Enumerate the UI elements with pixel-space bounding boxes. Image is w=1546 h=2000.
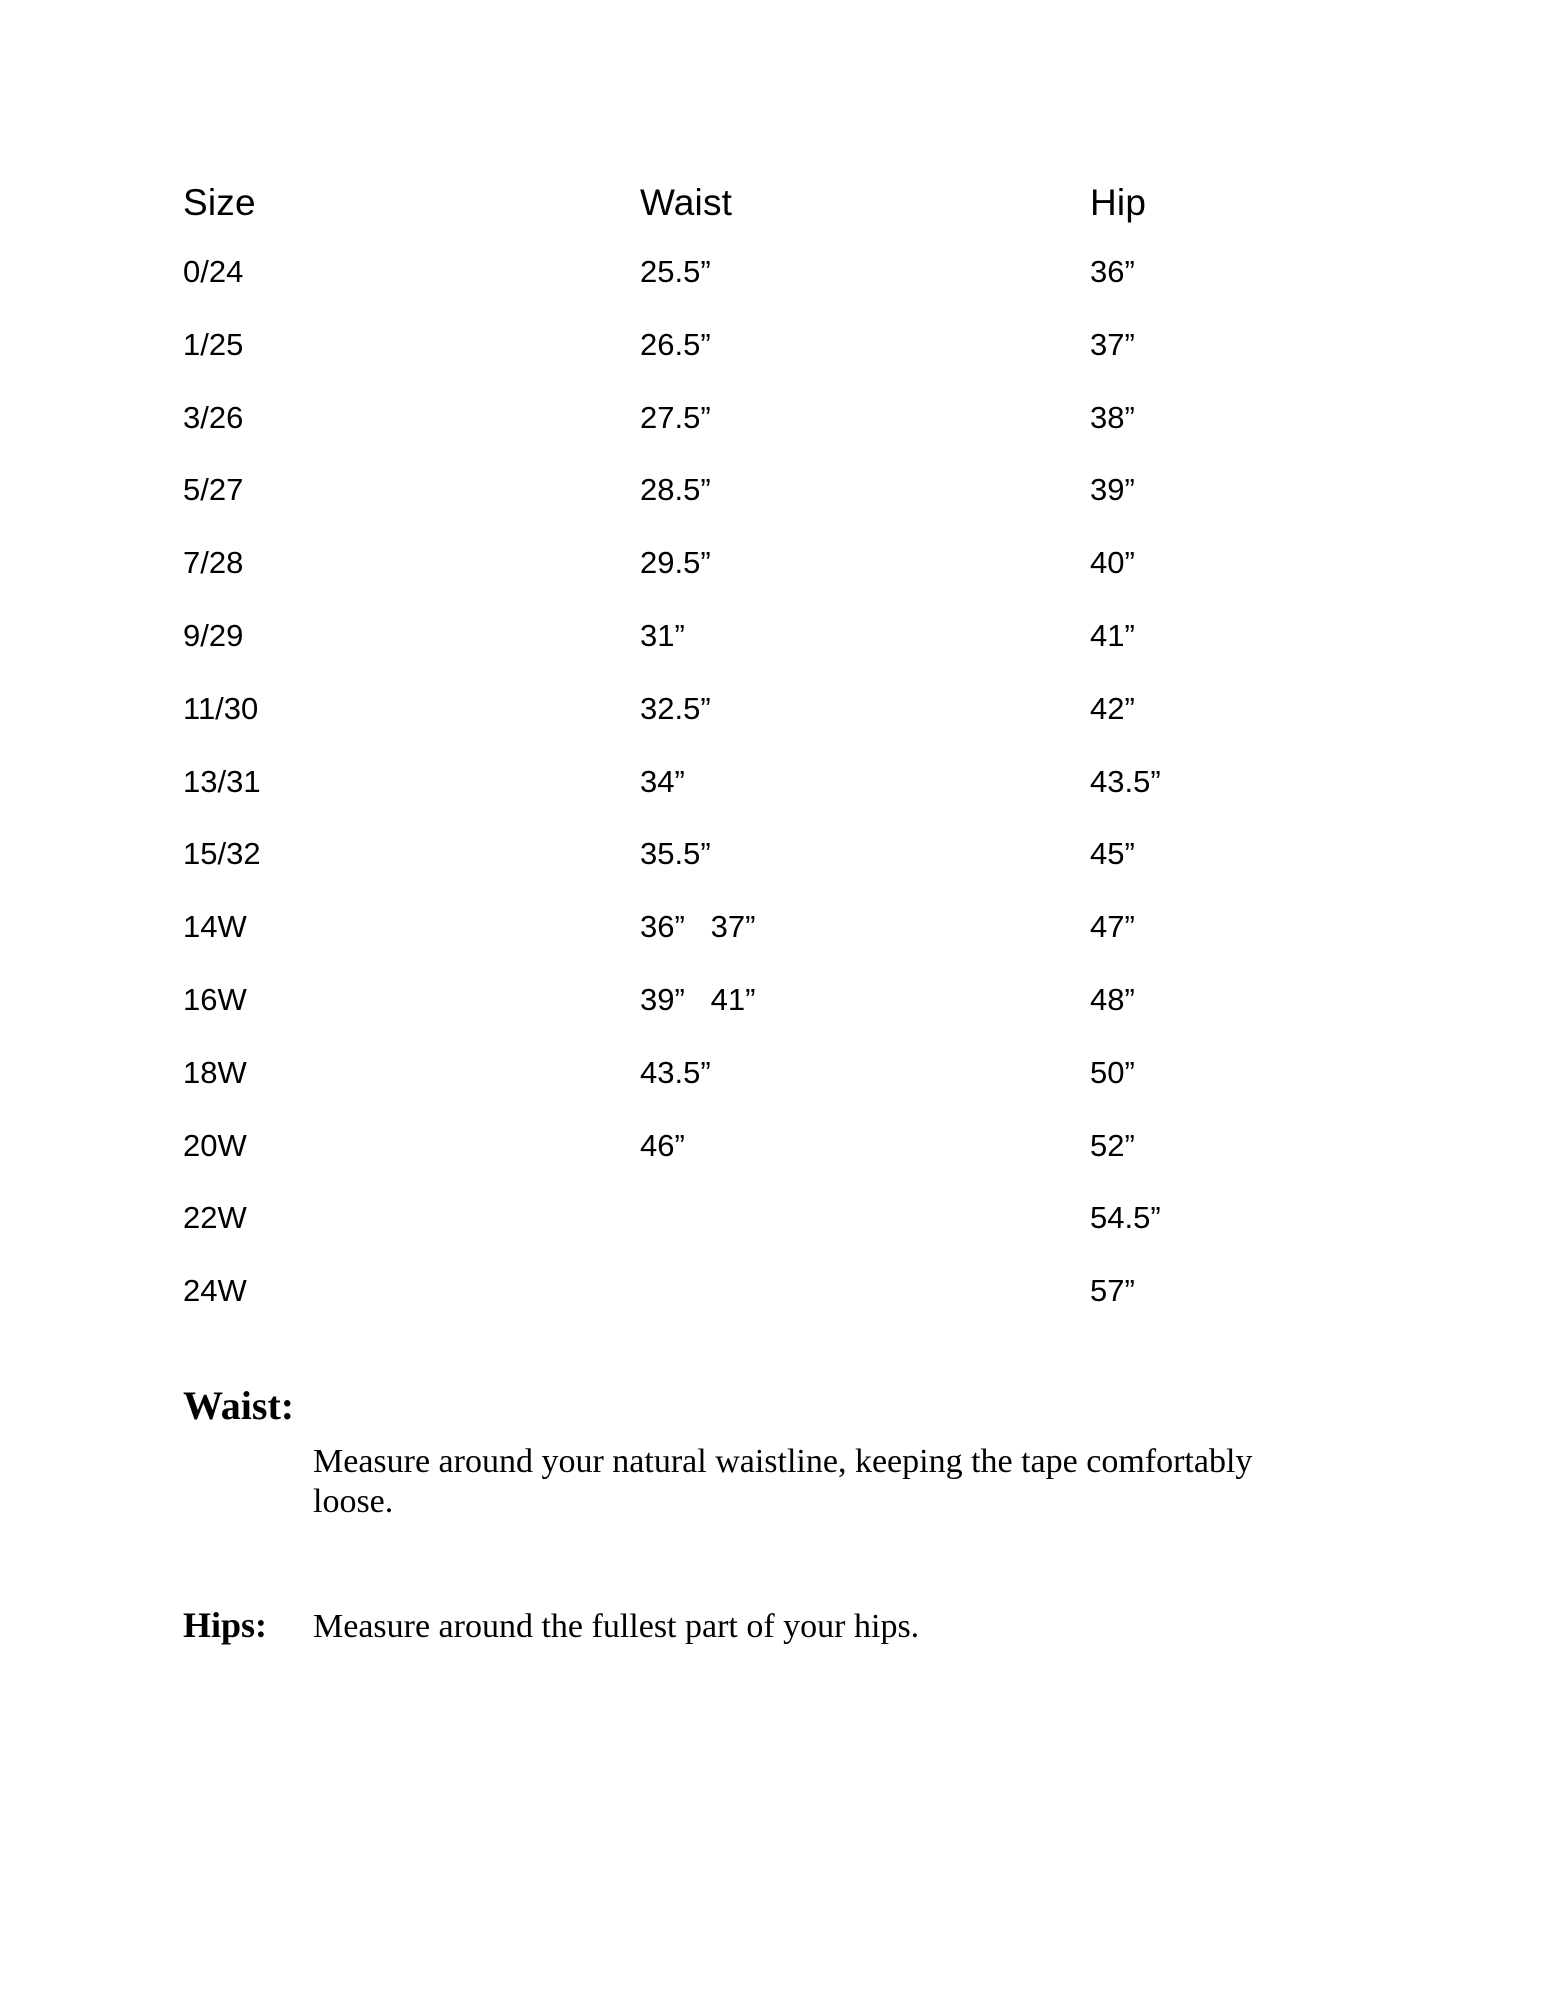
cell-hip: 48”: [1090, 981, 1135, 1017]
waist-instruction-line: loose.: [313, 1483, 394, 1520]
cell-waist: 39” 41”: [640, 981, 756, 1017]
cell-hip: 42”: [1090, 690, 1135, 726]
column-header-hip: Hip: [1090, 182, 1147, 223]
cell-size: 24W: [183, 1273, 247, 1309]
cell-size: 15/32: [183, 836, 261, 872]
column-header-waist: Waist: [640, 182, 733, 223]
table-row: 14W 36” 37” 47”: [183, 909, 1390, 982]
cell-waist: 29.5”: [640, 545, 711, 581]
cell-hip: 41”: [1090, 617, 1135, 653]
cell-hip: 57”: [1090, 1273, 1135, 1309]
cell-hip: 54.5”: [1090, 1200, 1161, 1236]
cell-hip: 47”: [1090, 909, 1135, 945]
cell-size: 7/28: [183, 545, 244, 581]
table-row: 1/25 26.5” 37”: [183, 327, 1390, 400]
table-row: 18W 43.5” 50”: [183, 1055, 1390, 1128]
cell-size: 3/26: [183, 399, 244, 435]
cell-size: 14W: [183, 909, 247, 945]
hips-instruction-text: Measure around the fullest part of your …: [313, 1608, 920, 1645]
cell-hip: 40”: [1090, 545, 1135, 581]
waist-instruction-paragraph: Measure around your natural waistline, k…: [313, 1442, 1252, 1522]
cell-hip: 45”: [1090, 836, 1135, 872]
hips-instruction: Hips: Measure around the fullest part of …: [183, 1605, 919, 1647]
cell-waist: 25.5”: [640, 254, 711, 289]
cell-hip: 38”: [1090, 399, 1135, 435]
cell-size: 0/24: [183, 254, 244, 289]
cell-hip: 43.5”: [1090, 763, 1161, 799]
table-row: 20W 46” 52”: [183, 1128, 1390, 1201]
cell-hip: 50”: [1090, 1054, 1135, 1090]
cell-hip: 36”: [1090, 254, 1135, 289]
cell-waist: 35.5”: [640, 836, 711, 872]
column-header-size: Size: [183, 182, 256, 223]
cell-size: 9/29: [183, 617, 244, 653]
cell-waist: 43.5”: [640, 1054, 711, 1090]
table-row: 24W 57”: [183, 1273, 1390, 1346]
cell-size: 1/25: [183, 326, 244, 362]
cell-waist: 46”: [640, 1127, 685, 1163]
cell-waist: 32.5”: [640, 690, 711, 726]
cell-waist: 27.5”: [640, 399, 711, 435]
cell-waist: 34”: [640, 763, 685, 799]
table-row: 22W 54.5”: [183, 1200, 1390, 1273]
table-row: 15/32 35.5” 45”: [183, 836, 1390, 909]
cell-hip: 52”: [1090, 1127, 1135, 1163]
table-row: 16W 39” 41” 48”: [183, 982, 1390, 1055]
cell-size: 18W: [183, 1054, 247, 1090]
table-header-row: Size Waist Hip: [183, 184, 1390, 221]
cell-size: 16W: [183, 981, 247, 1017]
cell-waist: 36” 37”: [640, 909, 756, 945]
waist-instruction-line: Measure around your natural waistline, k…: [313, 1443, 1253, 1480]
waist-heading: Waist:: [183, 1383, 295, 1428]
hips-heading: Hips:: [183, 1605, 268, 1645]
table-row: 0/24 25.5” 36”: [183, 254, 1390, 327]
cell-size: 11/30: [183, 690, 259, 726]
cell-size: 20W: [183, 1127, 247, 1163]
table-row: 3/26 27.5” 38”: [183, 400, 1390, 473]
cell-size: 22W: [183, 1200, 247, 1236]
table-row: 7/28 29.5” 40”: [183, 545, 1390, 618]
cell-hip: 37”: [1090, 326, 1135, 362]
table-body: 0/24 25.5” 36” 1/25 26.5” 37” 3/26 27.5”…: [183, 254, 1390, 1346]
table-row: 13/31 34” 43.5”: [183, 764, 1390, 837]
cell-waist: 28.5”: [640, 472, 711, 508]
cell-waist: 31”: [640, 617, 685, 653]
cell-size: 13/31: [183, 763, 261, 799]
cell-waist: 26.5”: [640, 326, 711, 362]
table-row: 11/30 32.5” 42”: [183, 691, 1390, 764]
cell-size: 5/27: [183, 472, 244, 508]
table-row: 5/27 28.5” 39”: [183, 472, 1390, 545]
cell-hip: 39”: [1090, 472, 1135, 508]
table-row: 9/29 31” 41”: [183, 618, 1390, 691]
